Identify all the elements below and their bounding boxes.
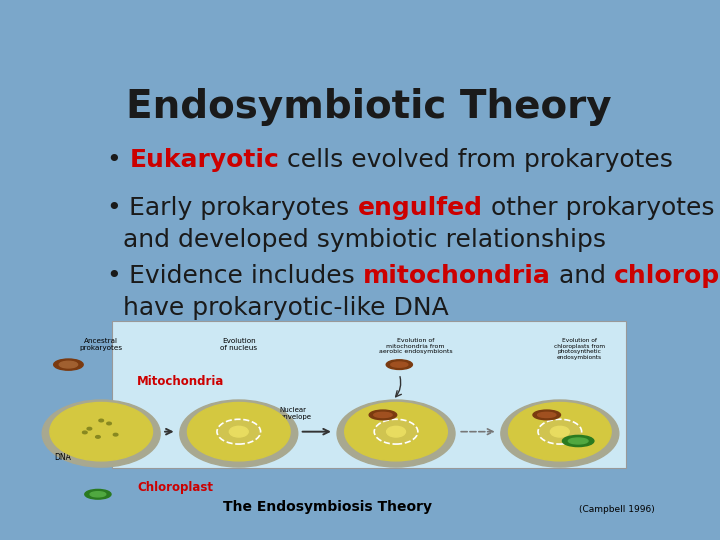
Circle shape	[113, 434, 118, 436]
Circle shape	[187, 402, 290, 461]
Text: engulfed: engulfed	[358, 196, 482, 220]
Circle shape	[501, 400, 618, 467]
Circle shape	[374, 419, 418, 444]
Circle shape	[230, 426, 248, 437]
Text: Eukaryotic: Eukaryotic	[130, 148, 279, 172]
Circle shape	[99, 419, 104, 422]
Text: and: and	[551, 264, 614, 288]
Circle shape	[387, 426, 405, 437]
Ellipse shape	[54, 359, 84, 370]
Circle shape	[345, 402, 447, 461]
Circle shape	[508, 402, 611, 461]
Text: Mitochondria: Mitochondria	[138, 375, 225, 388]
Text: •: •	[107, 264, 130, 288]
Text: Chloroplast: Chloroplast	[138, 481, 213, 494]
Text: Early prokaryotes: Early prokaryotes	[130, 196, 358, 220]
Text: other prokaryotes: other prokaryotes	[482, 196, 714, 220]
Text: •: •	[107, 196, 130, 220]
Text: Evolution
of nucleus: Evolution of nucleus	[220, 338, 257, 351]
Text: cells evolved from prokaryotes: cells evolved from prokaryotes	[279, 148, 673, 172]
Ellipse shape	[568, 438, 588, 444]
Circle shape	[538, 419, 582, 444]
Ellipse shape	[538, 413, 556, 417]
Circle shape	[96, 436, 100, 438]
Ellipse shape	[391, 362, 408, 367]
Ellipse shape	[562, 435, 594, 447]
Text: Nuclear
envelope: Nuclear envelope	[279, 407, 312, 420]
Circle shape	[42, 400, 160, 467]
Ellipse shape	[369, 410, 397, 420]
Text: Ancestral
prokaryotes: Ancestral prokaryotes	[80, 338, 122, 351]
Circle shape	[107, 422, 112, 425]
Circle shape	[337, 400, 455, 467]
Circle shape	[217, 419, 261, 444]
Circle shape	[180, 400, 298, 467]
Text: The Endosymbiosis Theory: The Endosymbiosis Theory	[222, 501, 432, 515]
Ellipse shape	[85, 489, 111, 499]
Ellipse shape	[533, 410, 560, 420]
Text: (Campbell 1996): (Campbell 1996)	[579, 505, 655, 515]
Text: Evolution of
mitochondria from
aerobic endosymbionts: Evolution of mitochondria from aerobic e…	[379, 338, 452, 354]
Text: have prokaryotic-like DNA: have prokaryotic-like DNA	[107, 295, 449, 320]
FancyBboxPatch shape	[112, 321, 626, 468]
Ellipse shape	[59, 361, 78, 368]
Circle shape	[550, 426, 570, 437]
Text: and developed symbiotic relationships: and developed symbiotic relationships	[107, 228, 606, 252]
Text: Evidence includes: Evidence includes	[130, 264, 364, 288]
Text: mitochondria: mitochondria	[364, 264, 551, 288]
Ellipse shape	[90, 491, 106, 497]
Circle shape	[50, 402, 153, 461]
Ellipse shape	[386, 360, 413, 369]
Text: Evolution of
chloroplasts from
photosynthetic
endosymbionts: Evolution of chloroplasts from photosynt…	[554, 338, 605, 360]
Text: DNA: DNA	[54, 453, 71, 462]
Text: •: •	[107, 148, 130, 172]
Ellipse shape	[374, 413, 392, 417]
Text: Endosymbiotic Theory: Endosymbiotic Theory	[126, 87, 612, 126]
Circle shape	[83, 431, 87, 434]
Circle shape	[87, 427, 91, 430]
Text: chloroplast: chloroplast	[614, 264, 720, 288]
